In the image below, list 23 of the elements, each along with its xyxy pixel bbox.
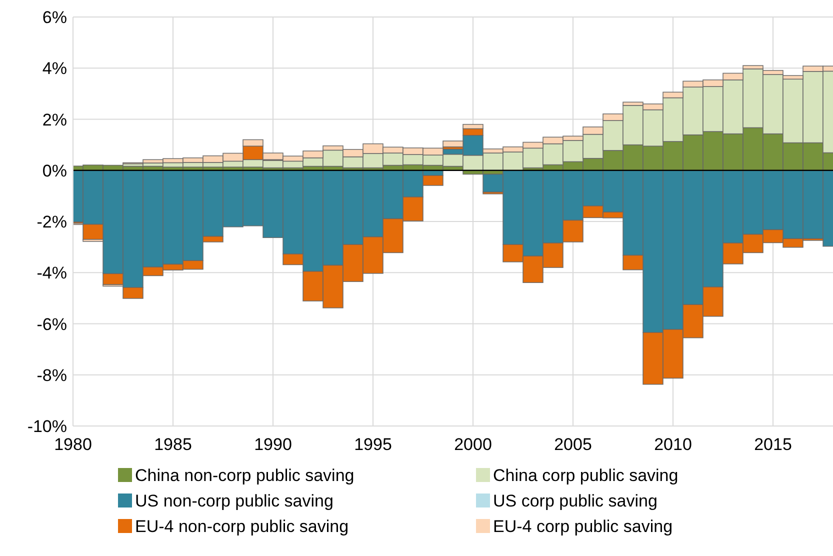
x-tick-label: 1995	[354, 435, 392, 454]
x-tick-label: 2000	[454, 435, 492, 454]
x-tick-label: 2005	[554, 435, 592, 454]
x-tick-label: 1990	[254, 435, 292, 454]
y-tick-label: 4%	[42, 59, 67, 78]
x-tick-label: 2015	[754, 435, 792, 454]
y-tick-label: -2%	[36, 212, 67, 232]
y-tick-label: -10%	[27, 417, 67, 436]
y-tick-label: -8%	[36, 366, 67, 385]
legend-label: EU-4 non-corp public saving	[135, 517, 349, 536]
legend-label: US corp public saving	[493, 492, 658, 510]
y-tick-label: 0%	[42, 161, 67, 180]
legend-label: US non-corp public saving	[135, 492, 334, 510]
legend-label: China non-corp public saving	[135, 466, 354, 485]
y-tick-label: 6%	[42, 8, 67, 27]
y-tick-label: 2%	[42, 110, 67, 130]
legend-label: EU-4 corp public saving	[493, 517, 673, 536]
legend-label: China corp public saving	[493, 466, 678, 485]
x-tick-label: 1985	[154, 435, 192, 454]
y-tick-label: -6%	[36, 314, 67, 334]
x-tick-label: 2010	[654, 435, 692, 454]
y-tick-label: -4%	[36, 264, 67, 283]
x-tick-label: 1980	[54, 435, 92, 454]
